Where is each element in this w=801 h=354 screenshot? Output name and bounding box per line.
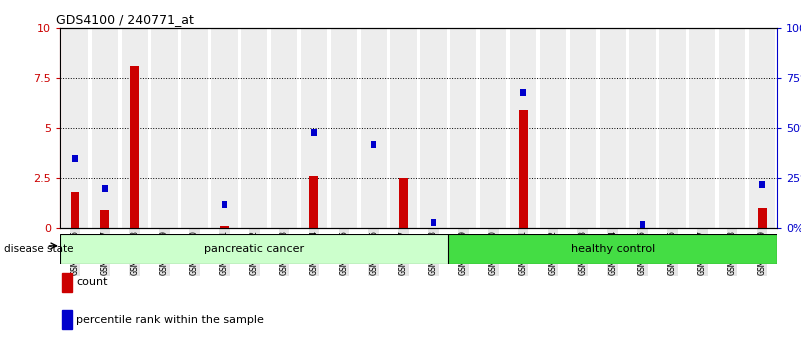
Bar xyxy=(421,28,447,228)
Bar xyxy=(371,141,376,148)
Text: disease state: disease state xyxy=(4,244,74,253)
Bar xyxy=(521,89,525,96)
Bar xyxy=(659,28,686,228)
Bar xyxy=(689,28,715,228)
Bar xyxy=(211,28,238,228)
Text: percentile rank within the sample: percentile rank within the sample xyxy=(76,315,264,325)
Bar xyxy=(390,28,417,228)
Bar xyxy=(640,221,646,228)
Bar xyxy=(92,28,118,228)
Bar xyxy=(122,28,148,228)
Bar xyxy=(62,28,88,228)
Bar xyxy=(540,28,566,228)
Bar xyxy=(100,210,110,228)
Bar xyxy=(222,201,227,208)
Bar xyxy=(570,28,596,228)
Bar xyxy=(241,28,268,228)
Bar xyxy=(719,28,745,228)
Bar xyxy=(220,226,229,228)
Bar xyxy=(271,28,297,228)
Bar xyxy=(759,181,765,188)
Bar xyxy=(399,178,408,228)
Bar xyxy=(449,234,777,264)
Bar xyxy=(131,66,139,228)
Bar xyxy=(630,28,656,228)
Bar xyxy=(60,234,449,264)
Bar xyxy=(103,185,107,192)
Bar xyxy=(480,28,506,228)
Bar xyxy=(518,110,528,228)
Bar xyxy=(312,129,316,136)
Text: healthy control: healthy control xyxy=(570,244,654,254)
Bar xyxy=(749,28,775,228)
Bar xyxy=(72,155,78,162)
Bar xyxy=(331,28,357,228)
Bar xyxy=(309,176,319,228)
Bar xyxy=(431,219,437,226)
Bar xyxy=(599,28,626,228)
Bar xyxy=(510,28,536,228)
Text: pancreatic cancer: pancreatic cancer xyxy=(204,244,304,254)
Bar xyxy=(450,28,477,228)
Bar xyxy=(70,192,79,228)
Text: GDS4100 / 240771_at: GDS4100 / 240771_at xyxy=(57,13,195,26)
Bar xyxy=(301,28,327,228)
Bar xyxy=(151,28,178,228)
Text: count: count xyxy=(76,278,107,287)
Bar xyxy=(758,208,767,228)
Bar xyxy=(181,28,207,228)
Bar xyxy=(360,28,387,228)
